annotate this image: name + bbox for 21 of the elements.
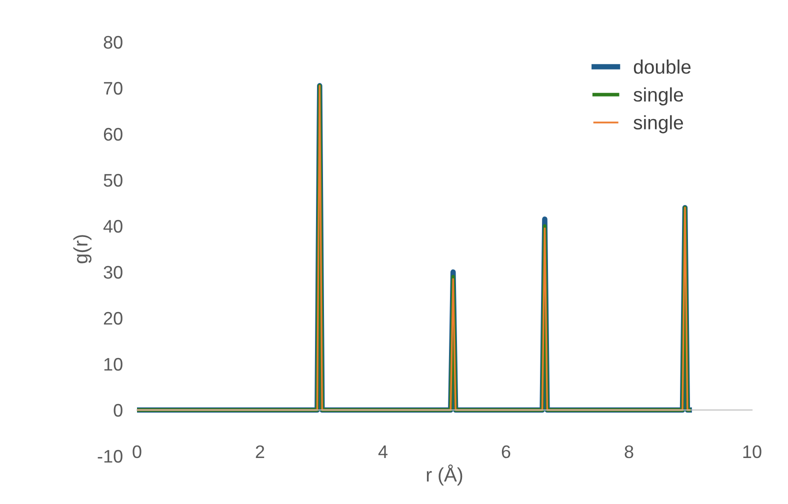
x-tick-label: 4 [378, 446, 388, 458]
x-axis-title: r (Å) [426, 464, 462, 486]
legend-label: single [634, 87, 684, 106]
y-tick-label: 10 [104, 358, 122, 371]
y-axis-title: g(r) [73, 235, 92, 264]
y-tick-label: 50 [104, 174, 122, 187]
y-tick-label: 0 [114, 404, 122, 417]
y-tick-label: 20 [104, 312, 122, 325]
x-tick-label: 6 [502, 445, 510, 458]
y-tick-label: 80 [104, 36, 122, 49]
legend-label: single [634, 115, 684, 134]
x-tick-label: 8 [624, 445, 634, 458]
x-tick-label: 2 [256, 445, 264, 458]
y-tick-label: 70 [104, 82, 122, 95]
x-tick-label: 10 [743, 445, 762, 458]
y-tick-label: 30 [104, 266, 122, 279]
y-tick-label: 40 [103, 220, 122, 233]
y-tick-label: -10 [98, 450, 122, 463]
legend-label: double [634, 60, 691, 74]
y-tick-label: 60 [104, 128, 122, 141]
x-tick-label: 0 [132, 445, 142, 458]
